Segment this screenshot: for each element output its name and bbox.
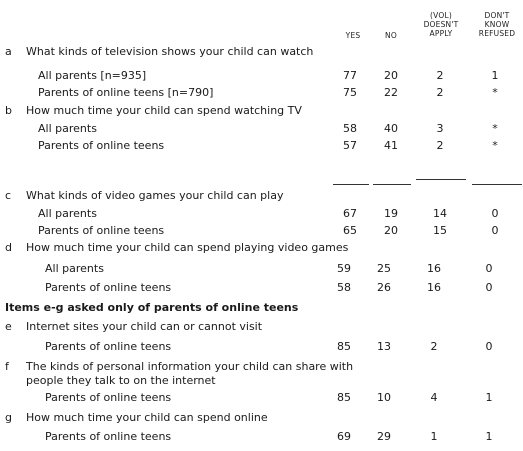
no-value: 19 xyxy=(384,207,398,220)
no-value: 25 xyxy=(377,262,391,275)
yes-value: 75 xyxy=(343,86,357,99)
header-no: NO xyxy=(385,31,397,40)
row-label: Parents of online teens xyxy=(45,340,172,353)
dk-value: 0 xyxy=(485,340,493,353)
item-letter-f: f xyxy=(5,360,9,373)
yes-value: 59 xyxy=(337,262,351,275)
row-label: Parents of online teens xyxy=(45,391,172,404)
item-letter-a: a xyxy=(5,45,12,58)
header-dont-know-refused: DON'T KNOW REFUSED xyxy=(478,11,516,38)
question-g: How much time your child can spend onlin… xyxy=(26,411,268,424)
dk-value: 1 xyxy=(485,391,493,404)
section-heading: Items e-g asked only of parents of onlin… xyxy=(5,301,299,314)
question-d: How much time your child can spend playi… xyxy=(26,241,349,254)
no-value: 22 xyxy=(384,86,398,99)
item-letter-g: g xyxy=(5,411,12,424)
question-b: How much time your child can spend watch… xyxy=(26,104,302,117)
item-letter-b: b xyxy=(5,104,12,117)
column-rule-no xyxy=(373,184,411,185)
dk-value: 0 xyxy=(491,207,499,220)
yes-value: 67 xyxy=(343,207,357,220)
question-a: What kinds of television shows your chil… xyxy=(26,45,314,58)
vol-value: 1 xyxy=(430,430,438,443)
column-rule-yes xyxy=(333,184,369,185)
no-value: 41 xyxy=(384,139,398,152)
question-c: What kinds of video games your child can… xyxy=(26,189,284,202)
question-f-line2: people they talk to on the internet xyxy=(26,374,216,387)
dk-value: 0 xyxy=(485,262,493,275)
dk-value: * xyxy=(492,122,498,135)
no-value: 20 xyxy=(384,69,398,82)
yes-value: 58 xyxy=(337,281,351,294)
no-value: 20 xyxy=(384,224,398,237)
row-label: All parents xyxy=(45,262,104,275)
vol-value: 2 xyxy=(430,340,438,353)
row-label: Parents of online teens [n=790] xyxy=(38,86,214,99)
vol-value: 2 xyxy=(436,139,444,152)
question-e: Internet sites your child can or cannot … xyxy=(26,320,263,333)
column-rule-vol xyxy=(416,179,466,180)
row-label: All parents xyxy=(38,207,97,220)
vol-value: 16 xyxy=(427,262,441,275)
no-value: 26 xyxy=(377,281,391,294)
vol-value: 3 xyxy=(436,122,444,135)
yes-value: 58 xyxy=(343,122,357,135)
row-label: All parents [n=935] xyxy=(38,69,147,82)
no-value: 10 xyxy=(377,391,391,404)
dk-value: * xyxy=(492,139,498,152)
item-letter-e: e xyxy=(5,320,12,333)
row-label: Parents of online teens xyxy=(45,430,172,443)
dk-value: 1 xyxy=(485,430,493,443)
vol-value: 14 xyxy=(433,207,447,220)
no-value: 13 xyxy=(377,340,391,353)
dk-value: 1 xyxy=(491,69,499,82)
dk-value: * xyxy=(492,86,498,99)
header-vol-doesnt-apply: (VOL) DOESN'T APPLY xyxy=(423,11,459,38)
row-label: Parents of online teens xyxy=(45,281,172,294)
yes-value: 85 xyxy=(337,391,351,404)
vol-value: 2 xyxy=(436,69,444,82)
dk-value: 0 xyxy=(491,224,499,237)
row-label: All parents xyxy=(38,122,97,135)
item-letter-d: d xyxy=(5,241,12,254)
item-letter-c: c xyxy=(5,189,12,202)
header-yes: YES xyxy=(345,31,361,40)
question-f-line1: The kinds of personal information your c… xyxy=(26,360,354,373)
vol-value: 16 xyxy=(427,281,441,294)
yes-value: 85 xyxy=(337,340,351,353)
yes-value: 77 xyxy=(343,69,357,82)
vol-value: 15 xyxy=(433,224,447,237)
row-label: Parents of online teens xyxy=(38,139,165,152)
yes-value: 69 xyxy=(337,430,351,443)
vol-value: 4 xyxy=(430,391,438,404)
no-value: 29 xyxy=(377,430,391,443)
yes-value: 65 xyxy=(343,224,357,237)
row-label: Parents of online teens xyxy=(38,224,165,237)
no-value: 40 xyxy=(384,122,398,135)
vol-value: 2 xyxy=(436,86,444,99)
column-rule-dk xyxy=(472,184,522,185)
yes-value: 57 xyxy=(343,139,357,152)
dk-value: 0 xyxy=(485,281,493,294)
